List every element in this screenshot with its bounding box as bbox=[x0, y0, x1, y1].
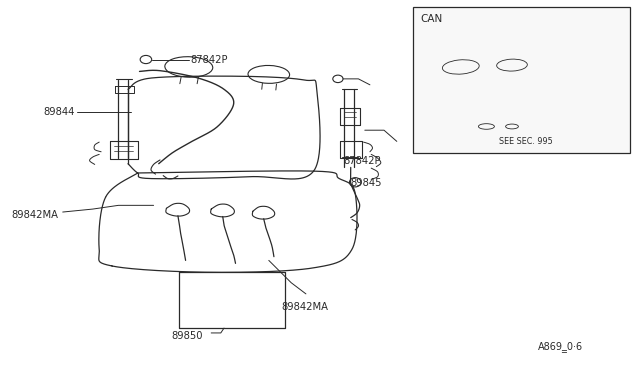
Text: A869‗0·6: A869‗0·6 bbox=[538, 341, 583, 352]
Text: 89845: 89845 bbox=[351, 178, 382, 188]
Text: 89842MA: 89842MA bbox=[12, 210, 58, 220]
Text: 89842MA: 89842MA bbox=[282, 302, 328, 312]
Bar bbox=[413, 7, 630, 153]
Text: SEE SEC. 995: SEE SEC. 995 bbox=[499, 137, 553, 146]
Text: 89850: 89850 bbox=[172, 331, 203, 340]
Text: CAN: CAN bbox=[420, 14, 443, 24]
Text: 87842P: 87842P bbox=[344, 156, 381, 166]
Text: 89844: 89844 bbox=[44, 108, 75, 117]
Text: 87842P: 87842P bbox=[191, 55, 228, 64]
